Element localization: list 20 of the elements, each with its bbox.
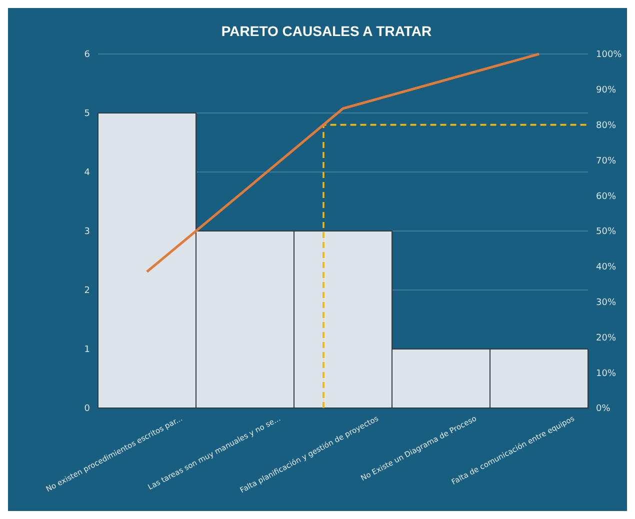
- y2-tick-label: 30%: [596, 298, 616, 308]
- y2-tick-label: 20%: [596, 333, 616, 344]
- y-tick-label: 6: [84, 50, 90, 60]
- line-series: [146, 52, 540, 273]
- y-tick-label: 4: [84, 168, 90, 178]
- y2-tick-label: 80%: [596, 120, 616, 131]
- y2-tick-label: 60%: [596, 192, 616, 202]
- y2-tick-label: 100%: [596, 50, 622, 60]
- y-tick-label: 3: [84, 227, 90, 238]
- chart-title: PARETO CAUSALES A TRATAR: [221, 23, 432, 39]
- y2-tick-label: 90%: [596, 86, 616, 96]
- y-tick-label: 5: [84, 109, 90, 120]
- y2-tick-label: 40%: [596, 262, 616, 273]
- y-tick-label: 0: [84, 404, 90, 414]
- y2-tick-label: 0%: [596, 404, 611, 414]
- y2-tick-label: 50%: [596, 227, 616, 238]
- y-tick-label: 1: [84, 345, 90, 356]
- y2-tick-label: 10%: [596, 368, 616, 379]
- y-tick-label: 2: [84, 286, 90, 296]
- y2-tick-label: 70%: [596, 156, 616, 166]
